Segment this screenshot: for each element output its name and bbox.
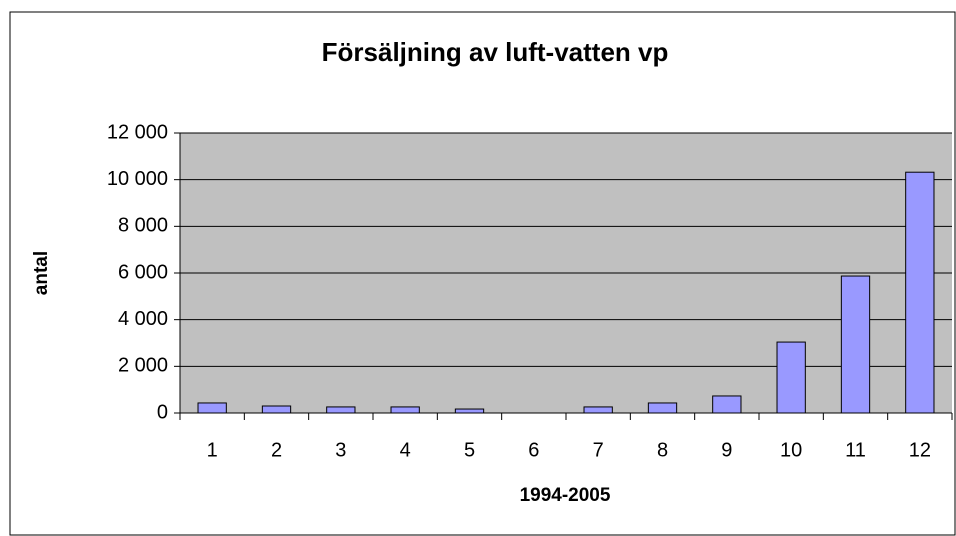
chart-title: Försäljning av luft-vatten vp	[322, 37, 669, 67]
x-axis-title: 1994-2005	[520, 485, 611, 506]
bar	[905, 171, 935, 414]
bar	[326, 406, 356, 414]
x-tick-label: 3	[335, 439, 346, 461]
x-tick-label: 11	[845, 439, 866, 461]
bar	[454, 408, 485, 414]
x-tick-label: 2	[271, 439, 282, 461]
x-tick-label: 8	[657, 439, 668, 461]
bar	[647, 402, 678, 414]
x-tick-label: 5	[464, 439, 475, 461]
y-tick-label: 0	[157, 401, 168, 423]
x-tick-label: 12	[909, 439, 931, 461]
y-tick-label: 8 000	[118, 215, 168, 237]
x-tick-label: 4	[400, 439, 411, 461]
x-tick-label: 10	[780, 439, 802, 461]
bar	[261, 405, 292, 414]
y-tick-label: 6 000	[118, 261, 168, 283]
bar	[583, 406, 613, 414]
x-tick-label: 1	[207, 439, 218, 461]
bar	[776, 341, 806, 414]
bar	[197, 402, 227, 414]
x-tick-label: 9	[721, 439, 732, 461]
bar	[712, 395, 742, 414]
y-tick-label: 12 000	[107, 121, 168, 143]
bar	[390, 406, 420, 414]
y-tick-label: 10 000	[107, 168, 168, 190]
y-tick-label: 4 000	[118, 308, 168, 330]
x-tick-label: 6	[528, 439, 539, 461]
y-axis-title: antal	[31, 251, 52, 295]
y-tick-label: 2 000	[118, 355, 168, 377]
bar	[840, 275, 871, 414]
x-tick-label: 7	[593, 439, 604, 461]
